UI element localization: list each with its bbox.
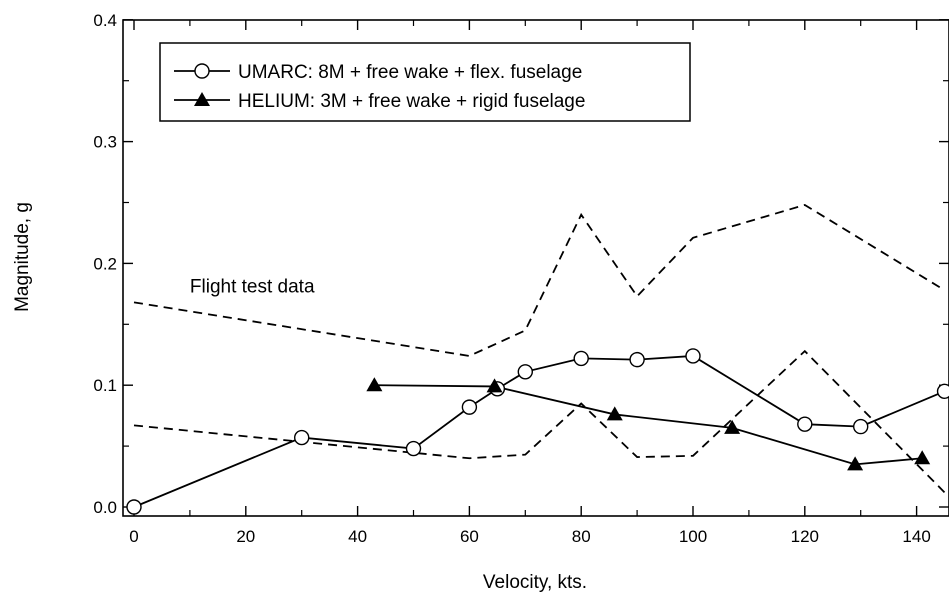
x-tick-label: 20	[236, 527, 255, 546]
series-lines	[133, 203, 946, 508]
y-axis-label: Magnitude, g	[12, 202, 33, 312]
helium-point	[606, 406, 623, 421]
annotations: Flight test data	[190, 277, 315, 298]
umarc-point	[294, 429, 310, 446]
series-markers	[126, 348, 949, 515]
umarc-point	[461, 399, 478, 415]
umarc-point	[629, 351, 645, 368]
y-tick-label: 0.3	[93, 133, 117, 152]
helium-point	[724, 419, 741, 434]
umarc-point	[126, 499, 142, 515]
y-tick-label: 0.2	[93, 254, 117, 273]
x-tick-label: 100	[679, 527, 707, 546]
umarc-point	[573, 350, 589, 367]
umarc-point	[685, 348, 701, 364]
y-tick-label: 0.0	[93, 498, 117, 517]
helium-point	[366, 377, 383, 392]
umarc-point	[853, 418, 869, 435]
x-tick-label: 140	[902, 527, 930, 546]
plot-frame	[122, 19, 949, 517]
x-tick-label: 80	[572, 527, 591, 546]
umarc-point	[517, 364, 533, 380]
x-tick-label: 120	[791, 527, 819, 546]
flight-test-line	[133, 203, 946, 357]
x-tick-label: 0	[129, 527, 138, 546]
legend-box	[159, 42, 691, 122]
y-axis-ticks: 0.0 0.1 0.2 0.3 0.4	[93, 11, 949, 517]
legend-label: UMARC: 8M + free wake + flex. fuselage	[238, 62, 582, 83]
umarc-point	[797, 416, 813, 432]
legend-circle-marker	[194, 63, 210, 79]
x-tick-label: 60	[460, 527, 479, 546]
y-tick-label: 0.1	[93, 376, 117, 395]
series-line-1	[133, 355, 945, 508]
x-axis-label: Velocity, kts.	[483, 572, 587, 593]
series-line-2	[374, 384, 923, 466]
legend: UMARC: 8M + free wake + flex. fuselage HE…	[159, 42, 691, 122]
legend-triangle-marker	[194, 92, 210, 106]
helium-point	[847, 456, 864, 471]
plot-border	[122, 19, 949, 517]
helium-point	[914, 450, 931, 465]
flight-test-label: Flight test data	[190, 277, 315, 298]
y-tick-label: 0.4	[93, 11, 117, 30]
x-tick-label: 40	[348, 527, 367, 546]
flight-test-line	[133, 349, 946, 494]
helium-point	[486, 378, 503, 393]
umarc-point	[405, 440, 422, 457]
umarc-point	[936, 383, 949, 399]
x-axis-ticks: 0 20 40 60 80 100 120 140	[129, 20, 931, 546]
legend-label: HELIUM: 3M + free wake + rigid fuselage	[238, 91, 585, 112]
